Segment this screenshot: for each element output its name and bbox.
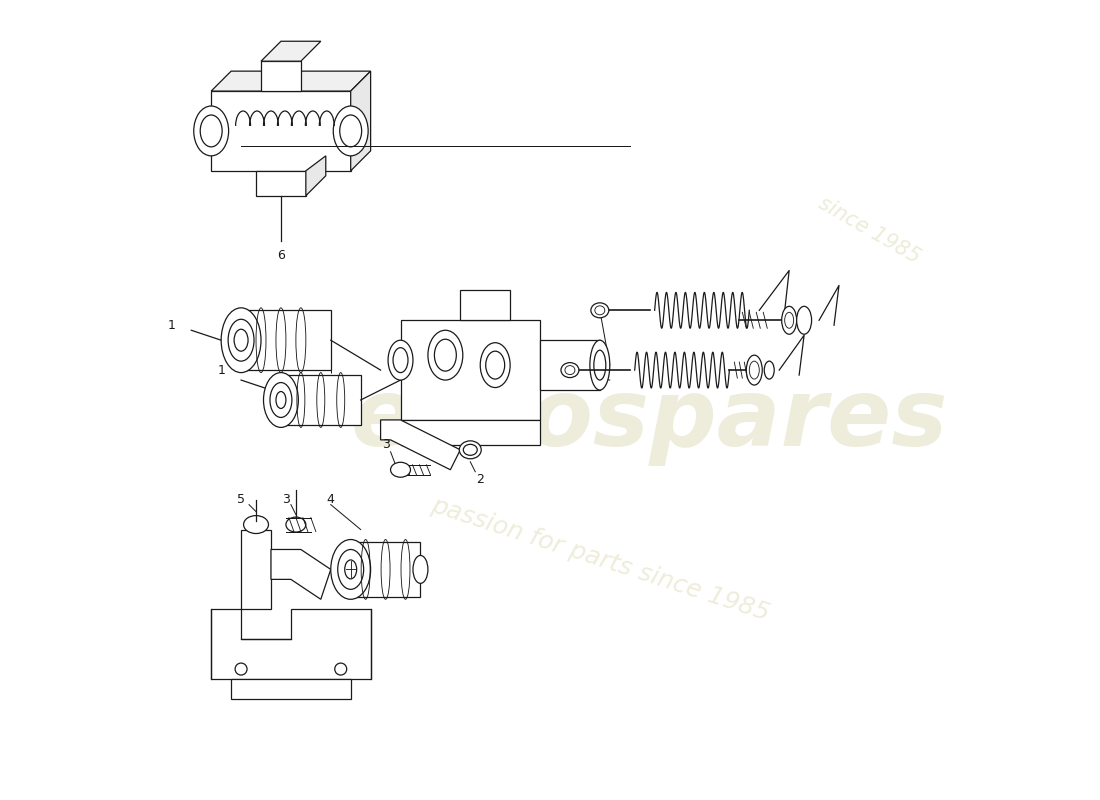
Polygon shape [400, 320, 540, 420]
Ellipse shape [590, 340, 609, 390]
Polygon shape [241, 310, 331, 370]
Polygon shape [400, 420, 540, 445]
Text: 1: 1 [217, 364, 226, 377]
Ellipse shape [412, 555, 428, 583]
Circle shape [334, 663, 346, 675]
Ellipse shape [764, 361, 774, 379]
Ellipse shape [221, 308, 261, 373]
Text: 3: 3 [282, 493, 290, 506]
Ellipse shape [746, 355, 762, 385]
Polygon shape [381, 420, 460, 470]
Text: 1: 1 [167, 318, 175, 332]
Ellipse shape [264, 373, 298, 427]
Text: 6: 6 [277, 249, 285, 262]
Ellipse shape [460, 441, 481, 458]
Ellipse shape [333, 106, 369, 156]
Polygon shape [261, 42, 321, 61]
Polygon shape [211, 610, 371, 679]
Polygon shape [271, 550, 331, 599]
Ellipse shape [388, 340, 412, 380]
Polygon shape [540, 340, 600, 390]
Text: 2: 2 [476, 474, 484, 486]
Ellipse shape [481, 342, 510, 387]
Text: 4: 4 [327, 493, 334, 506]
Polygon shape [261, 61, 301, 91]
Text: passion for parts since 1985: passion for parts since 1985 [428, 494, 772, 626]
Polygon shape [256, 170, 306, 196]
Polygon shape [241, 530, 271, 610]
Polygon shape [211, 71, 371, 91]
Ellipse shape [796, 306, 812, 334]
Ellipse shape [194, 106, 229, 156]
Polygon shape [280, 375, 361, 425]
Text: since 1985: since 1985 [815, 194, 923, 268]
Polygon shape [211, 91, 351, 170]
Ellipse shape [428, 330, 463, 380]
Polygon shape [460, 290, 510, 320]
Ellipse shape [331, 539, 371, 599]
Polygon shape [306, 156, 326, 196]
Ellipse shape [390, 462, 410, 478]
Text: 5: 5 [238, 493, 245, 506]
Text: 3: 3 [382, 438, 389, 451]
Ellipse shape [243, 515, 268, 534]
Circle shape [235, 663, 248, 675]
Ellipse shape [286, 517, 306, 532]
Ellipse shape [782, 306, 796, 334]
Polygon shape [351, 71, 371, 170]
Ellipse shape [591, 303, 608, 318]
Polygon shape [351, 542, 420, 598]
Text: eurospares: eurospares [351, 374, 948, 466]
Polygon shape [231, 679, 351, 699]
Ellipse shape [561, 362, 579, 378]
